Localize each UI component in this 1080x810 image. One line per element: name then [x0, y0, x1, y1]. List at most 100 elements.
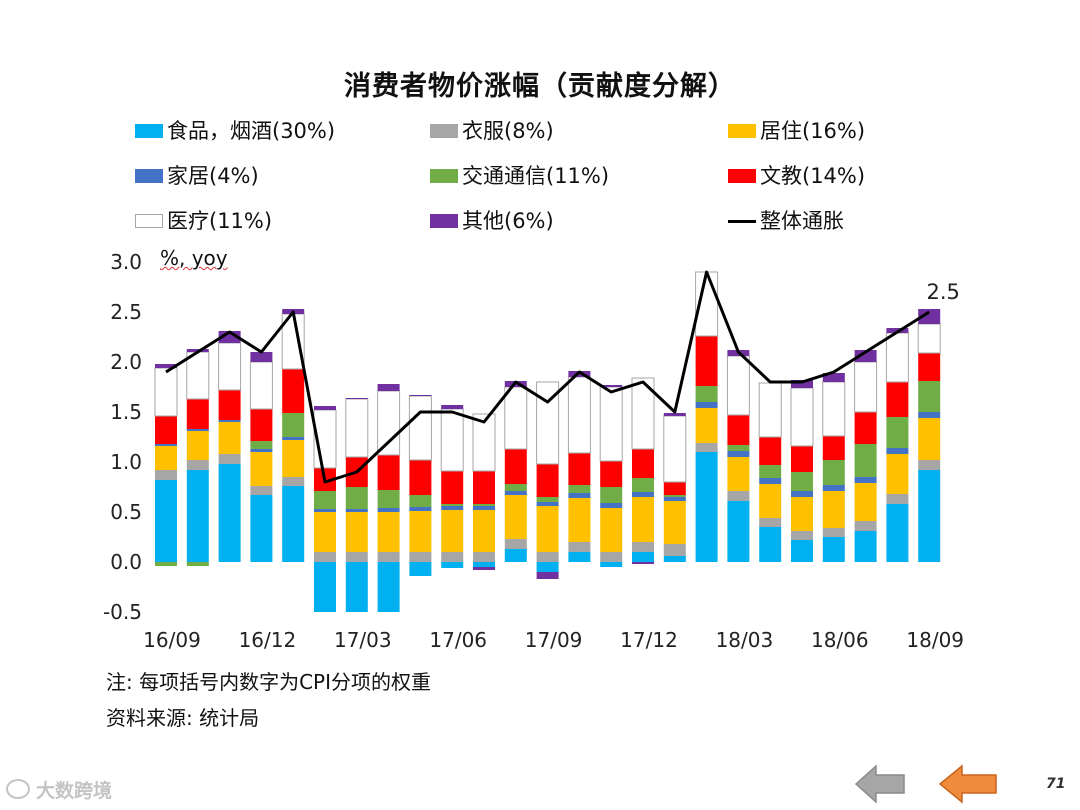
x-tick-label: 18/06: [811, 628, 869, 652]
bar-segment: [441, 552, 464, 562]
x-tick-label: 17/09: [525, 628, 583, 652]
bar-segment: [536, 572, 559, 579]
bar-segment: [663, 415, 687, 483]
bar-segment: [409, 460, 432, 495]
bar-segment: [504, 484, 527, 491]
bar-segment: [186, 470, 209, 562]
bar-segment: [409, 507, 432, 511]
bar-segment: [282, 369, 305, 413]
bar-segment: [663, 501, 686, 544]
bar-segment: [504, 495, 527, 539]
bar-segment: [727, 415, 750, 445]
bar-segment: [791, 497, 813, 531]
bar-segment: [473, 562, 495, 567]
bar-segment: [822, 373, 845, 382]
legend-label-food: 食品，烟酒(30%): [167, 119, 336, 143]
bar-segment: [568, 542, 591, 552]
overall-inflation-line: [165, 270, 930, 484]
bar-segment: [886, 448, 909, 454]
legend-label-clothing: 衣服(8%): [462, 119, 554, 143]
bar-segment: [250, 495, 273, 562]
bar-segment: [409, 395, 432, 396]
forward-arrow-icon[interactable]: [936, 762, 1000, 806]
bar-segment: [345, 398, 368, 399]
legend-label-household: 家居(4%): [167, 164, 259, 188]
bar-segment: [536, 552, 559, 562]
bar-segment: [632, 552, 654, 562]
bar-segment: [441, 471, 464, 504]
bar-segment: [695, 386, 718, 402]
bar-segment: [663, 495, 686, 497]
x-tick-label: 18/09: [906, 628, 964, 652]
bar-segment: [250, 449, 273, 452]
bar-segment: [663, 482, 686, 495]
bar-segment: [409, 562, 432, 576]
bar-segment: [282, 413, 305, 437]
bar-segment: [567, 376, 591, 454]
y-tick-label: 0.5: [110, 500, 142, 524]
bar-segment: [822, 436, 845, 460]
bar-segment: [536, 562, 559, 572]
bar-segment: [473, 552, 495, 562]
bar-segment: [473, 471, 495, 504]
bar-segment: [791, 380, 813, 388]
bar-segment: [663, 497, 686, 501]
legend-swatch-food: [135, 124, 163, 138]
y-tick-label: -0.5: [103, 600, 142, 624]
bar-segment: [727, 491, 750, 501]
back-arrow-icon[interactable]: [852, 762, 908, 806]
x-tick-label: 18/03: [716, 628, 774, 652]
bar-segment: [314, 552, 336, 562]
bar-segment: [918, 412, 941, 418]
bar-segment: [155, 480, 177, 562]
bar-segment: [854, 444, 877, 477]
data-label: 2.5: [926, 280, 959, 304]
legend-swatch-household: [135, 169, 163, 183]
bar-segment: [854, 483, 877, 521]
bar-segment: [345, 509, 368, 512]
bar-segment: [441, 506, 464, 510]
bar-segment: [218, 422, 241, 454]
bar-segment: [886, 417, 909, 448]
bar-segment: [409, 552, 432, 562]
bar-segment: [663, 556, 686, 562]
bar-segment: [727, 457, 750, 491]
bar-segment: [663, 544, 686, 556]
bar-segment: [473, 506, 495, 510]
bar-segment: [568, 453, 591, 485]
bar-segment: [695, 336, 718, 386]
bar-segment: [600, 552, 623, 562]
bar-segment: [250, 452, 273, 486]
bar-segment: [918, 418, 941, 460]
bar-segment: [885, 332, 909, 383]
bar-segment: [218, 464, 241, 562]
bar-segment: [600, 385, 623, 387]
bar-segment: [314, 406, 336, 410]
bar-segment: [854, 361, 878, 413]
bar-segment: [791, 472, 813, 491]
bar-segment: [504, 386, 528, 450]
bar-segment: [155, 562, 177, 566]
x-tick-label: 17/12: [620, 628, 678, 652]
bar-segment: [377, 490, 400, 508]
bar-segment: [155, 470, 177, 480]
bar-segment: [726, 355, 750, 416]
bar-segment: [791, 491, 813, 497]
bar-segment: [791, 446, 813, 472]
legend-swatch-medical: [135, 214, 163, 228]
bar-segment: [250, 409, 273, 441]
legend-label-transport: 交通通信(11%): [462, 164, 610, 188]
bar-segment: [504, 491, 527, 495]
y-tick-label: 2.5: [110, 300, 142, 324]
bar-segment: [473, 510, 495, 552]
bar-segment: [600, 508, 623, 552]
source-note: 资料来源: 统计局: [106, 706, 260, 730]
bar-segment: [632, 449, 654, 478]
bar-segment: [918, 381, 941, 412]
bar-segment: [727, 501, 750, 562]
bar-segment: [250, 441, 273, 449]
bar-segment: [600, 562, 623, 567]
bar-segment: [186, 562, 209, 566]
bar-segment: [314, 509, 336, 512]
watermark-text: 大数跨境: [36, 780, 113, 802]
